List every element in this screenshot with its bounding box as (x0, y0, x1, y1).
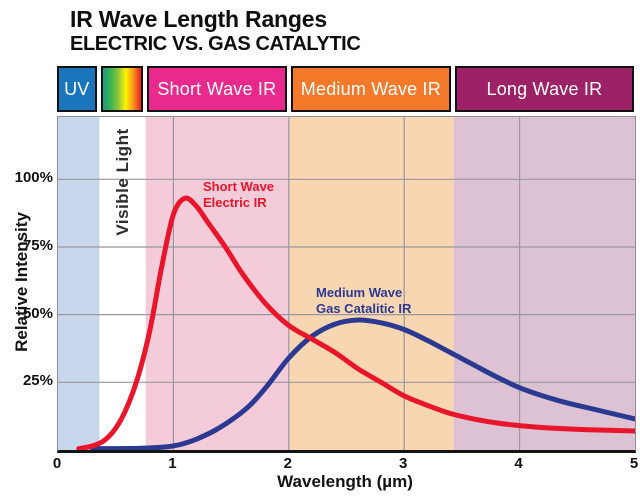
header-segment-uv: UV (57, 66, 97, 112)
band-medium-wave-ir (290, 117, 454, 450)
series-label-line: Gas Catalitic IR (316, 301, 412, 316)
y-tick-100: 100% (14, 169, 53, 187)
visible-light-label: Visible Light (113, 128, 132, 236)
x-tick-1: 1 (168, 455, 177, 472)
x-tick-4: 4 (514, 455, 523, 472)
band-visible-light (99, 117, 146, 450)
x-tick-0: 0 (52, 455, 62, 472)
band-uv (58, 117, 100, 450)
chart-title-block: IR Wave Length Ranges ELECTRIC VS. GAS C… (70, 6, 361, 56)
chart-canvas (58, 117, 635, 450)
x-axis-title: Wavelength (µm) (277, 472, 413, 491)
curve-medium-wave-gas-catalitic-ir (90, 317, 635, 450)
band-short-wave-ir (145, 117, 290, 450)
y-tick-75: 75% (22, 236, 53, 254)
chart-title: IR Wave Length Ranges (70, 6, 327, 32)
series-label-line: Electric IR (203, 195, 267, 210)
x-tick-3: 3 (399, 455, 408, 472)
header-segment-short-wave-ir: Short Wave IR (146, 66, 287, 112)
curve-short-wave-electric-ir (76, 195, 635, 450)
x-tick-5: 5 (629, 455, 639, 472)
chart-subtitle: ELECTRIC VS. GAS CATALYTIC (70, 33, 361, 55)
header-segment-medium-wave-ir: Medium Wave IR (290, 66, 451, 112)
series-label-line: Short Wave (203, 179, 275, 194)
series-label-short-wave-electric: Short Wave Electric IR (203, 179, 274, 211)
y-axis-title: Relative Intensity (12, 212, 31, 352)
plot-area: Visible Light Short Wave Electric IR Med… (57, 116, 636, 453)
series-label-line: Medium Wave (316, 285, 403, 300)
header-segment-long-wave-ir: Long Wave IR (454, 66, 634, 112)
visible-spectrum-gradient (100, 66, 143, 112)
y-tick-50: 50% (22, 304, 53, 322)
y-tick-25: 25% (22, 372, 53, 390)
x-tick-2: 2 (283, 455, 292, 472)
series-label-medium-wave-gas: Medium Wave Gas Catalitic IR (316, 285, 411, 317)
band-long-wave-ir (453, 117, 635, 450)
